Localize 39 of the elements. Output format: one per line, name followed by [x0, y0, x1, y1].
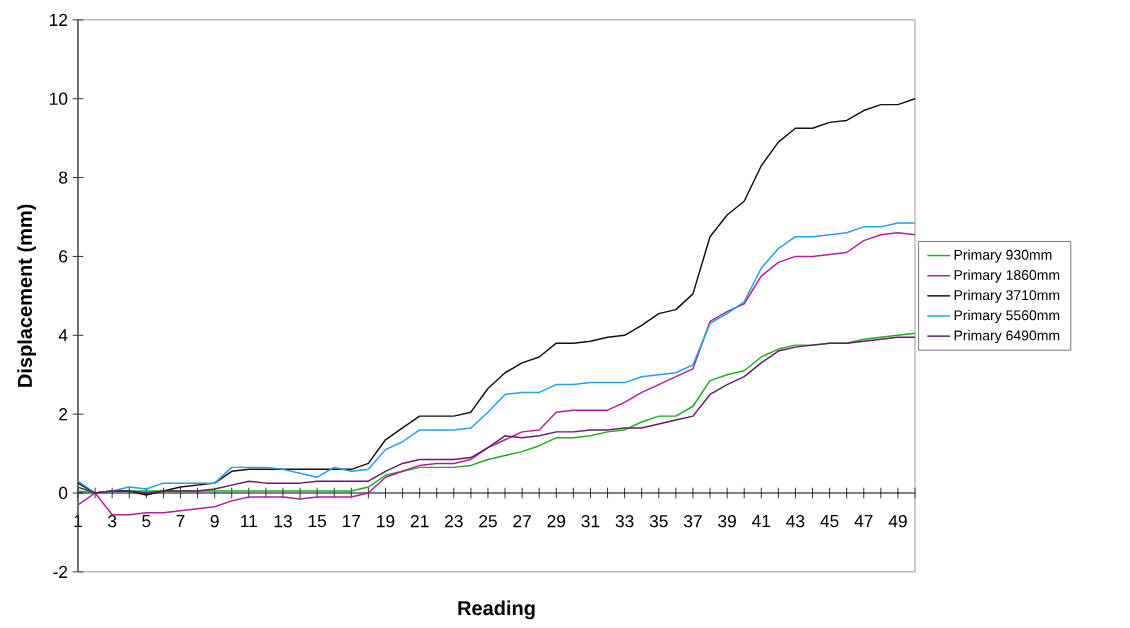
x-tick-label: 27 — [513, 515, 531, 528]
x-tick-label: 13 — [274, 515, 292, 528]
x-tick-label: 15 — [308, 515, 327, 528]
x-tick-label: 11 — [241, 515, 257, 527]
legend-label: Primary 1860mm — [954, 269, 1060, 283]
x-tick-label: 31 — [581, 515, 600, 528]
y-tick-label: 10 — [49, 92, 68, 105]
x-tick-label: 35 — [649, 515, 668, 528]
x-tick-label: 5 — [142, 515, 151, 528]
y-tick-label: 12 — [49, 13, 68, 26]
x-tick-label: 39 — [718, 515, 736, 528]
x-tick-label: 29 — [547, 515, 566, 528]
x-tick-label: 21 — [410, 515, 429, 528]
legend-label: Primary 6490mm — [954, 330, 1060, 344]
x-tick-label: 19 — [377, 515, 395, 528]
y-tick-label: 2 — [59, 408, 68, 421]
legend-label: Primary 930mm — [954, 249, 1052, 263]
x-tick-label: 45 — [820, 515, 839, 528]
x-axis-title: Reading — [458, 600, 535, 620]
y-tick-label: -2 — [53, 565, 68, 578]
x-tick-label: 33 — [615, 515, 634, 528]
x-tick-label: 47 — [854, 515, 873, 527]
x-tick-label: 17 — [342, 515, 361, 527]
x-tick-label: 23 — [445, 515, 463, 528]
y-tick-label: 0 — [58, 486, 68, 500]
legend-label: Primary 3710mm — [954, 289, 1060, 303]
x-tick-label: 49 — [888, 515, 907, 528]
y-axis-title: Displacement (mm) — [17, 204, 36, 387]
x-tick-label: 41 — [752, 515, 771, 527]
x-tick-label: 3 — [108, 515, 117, 528]
y-tick-label: 4 — [58, 329, 68, 342]
x-tick-label: 7 — [176, 515, 185, 527]
y-tick-label: 8 — [59, 171, 68, 184]
y-tick-label: 6 — [59, 250, 68, 263]
x-tick-label: 43 — [786, 515, 805, 528]
x-tick-label: 37 — [683, 515, 702, 528]
x-tick-label: 9 — [210, 515, 219, 528]
x-tick-label: 25 — [479, 515, 497, 528]
legend-label: Primary 5560mm — [954, 309, 1060, 323]
